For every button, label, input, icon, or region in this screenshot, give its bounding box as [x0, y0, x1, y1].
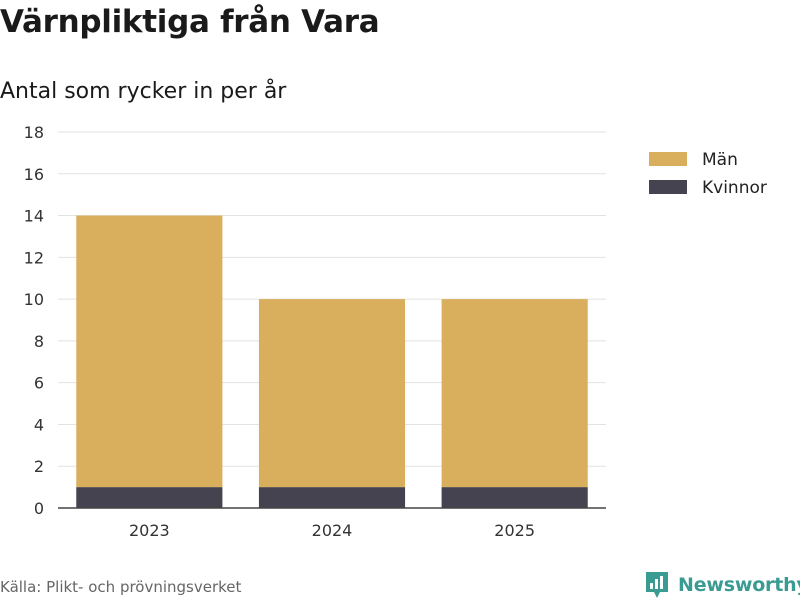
stacked-bar-chart: 0 2 4 6 8 10 12 14 16 18 2023 2024 2025 Män Kvinnor: [24, 123, 767, 540]
legend-label: Män: [702, 150, 738, 170]
bar-m-n-2023: [76, 215, 223, 488]
bar-kvinnor-2024: [258, 487, 406, 508]
y-tick-label: 18: [24, 123, 44, 142]
x-tick-label: 2025: [494, 521, 535, 540]
legend-swatch: [649, 152, 687, 166]
y-tick-label: 6: [34, 374, 44, 393]
legend-label: Kvinnor: [702, 178, 767, 198]
x-tick-label: 2024: [312, 521, 353, 540]
x-tick-label: 2023: [129, 521, 170, 540]
y-tick-label: 12: [24, 248, 44, 267]
source-note: Källa: Plikt- och prövningsverket: [0, 578, 242, 596]
chart-subtitle: Antal som rycker in per år: [0, 79, 287, 104]
chart-title: Värnpliktiga från Vara: [0, 4, 380, 40]
y-axis: 0 2 4 6 8 10 12 14 16 18: [24, 123, 44, 518]
bar-m-n-2025: [441, 299, 588, 488]
y-tick-label: 10: [24, 290, 44, 309]
y-tick-label: 8: [34, 332, 44, 351]
y-tick-label: 16: [24, 165, 44, 184]
y-tick-label: 2: [34, 457, 44, 476]
y-tick-label: 14: [24, 207, 44, 226]
x-axis: 2023 2024 2025: [58, 507, 606, 540]
bar-kvinnor-2025: [441, 487, 588, 508]
brand-name: Newsworthy: [678, 574, 800, 596]
legend: Män Kvinnor: [649, 150, 767, 198]
y-tick-label: 0: [34, 499, 44, 518]
brand-logo: Newsworthy: [644, 570, 800, 600]
bar-kvinnor-2023: [76, 487, 223, 508]
bar-m-n-2024: [258, 299, 406, 488]
bars: [76, 215, 588, 508]
newsworthy-logo-icon: [646, 572, 668, 598]
y-tick-label: 4: [34, 415, 44, 434]
legend-swatch: [649, 180, 687, 194]
